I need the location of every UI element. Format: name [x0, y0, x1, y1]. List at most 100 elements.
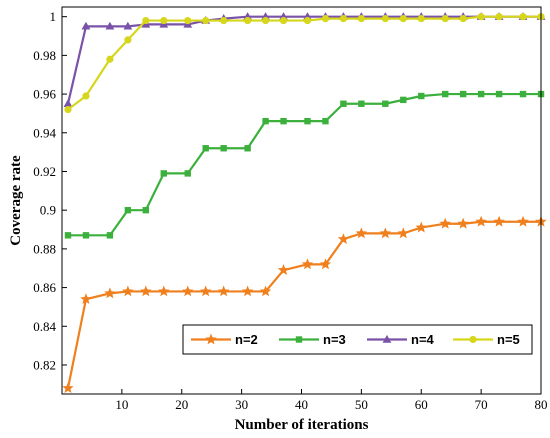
square-marker [280, 117, 287, 125]
circle-marker [124, 36, 132, 44]
x-tick-label: 10 [115, 397, 128, 412]
star-marker [493, 215, 505, 227]
circle-marker [321, 15, 330, 23]
square-marker [82, 232, 90, 239]
triangle-marker [63, 99, 73, 107]
legend-item: n=3 [279, 332, 346, 347]
square-marker [106, 232, 114, 239]
y-tick-label: 0.82 [33, 357, 56, 372]
star-marker [355, 227, 368, 239]
circle-marker [357, 15, 365, 23]
legend: n=2 n=3 n=4 n=5 [182, 324, 533, 355]
square-marker [142, 206, 150, 214]
legend-label: n=3 [323, 332, 346, 347]
circle-marker [261, 16, 270, 25]
square-marker [418, 92, 425, 100]
star-marker [199, 285, 212, 297]
legend-item: n=2 [191, 332, 258, 347]
circle-marker [303, 16, 312, 25]
star-marker [301, 258, 314, 270]
x-tick-label: 30 [235, 397, 248, 412]
circle-marker [459, 15, 467, 23]
circle-marker [160, 16, 168, 25]
star-marker [337, 233, 350, 245]
square-marker [495, 90, 503, 98]
square-marker [220, 145, 227, 152]
square-marker [304, 117, 311, 125]
square-marker [124, 206, 132, 214]
circle-marker [519, 13, 527, 21]
circle-marker [142, 16, 150, 25]
triangle-marker [81, 21, 91, 30]
series-n-3 [64, 90, 545, 239]
circle-marker [184, 16, 192, 25]
star-marker [277, 264, 290, 276]
plot-marks [62, 12, 547, 394]
star-marker [182, 285, 194, 297]
y-tick-label: 0.98 [33, 48, 56, 63]
star-marker [62, 382, 74, 394]
legend-item: n=5 [453, 332, 520, 347]
y-tick-label: 0.9 [40, 203, 56, 218]
star-marker [122, 285, 134, 297]
square-marker [519, 90, 527, 98]
legend-item: n=4 [367, 332, 435, 347]
circle-marker [339, 15, 348, 23]
square-marker [400, 96, 407, 104]
circle-marker [441, 15, 449, 23]
x-tick-label: 60 [415, 397, 428, 412]
circle-marker [279, 16, 288, 25]
legend-label: n=4 [411, 332, 435, 347]
star-marker [241, 285, 254, 297]
y-tick-label: 1 [50, 9, 57, 24]
circle-marker [202, 16, 210, 25]
y-tick-label: 0.96 [33, 87, 56, 102]
x-tick-label: 20 [175, 397, 188, 412]
square-marker [459, 90, 467, 98]
square-marker [202, 145, 209, 152]
circle-marker [244, 16, 252, 25]
series-n-2 [62, 215, 547, 394]
series-n-5 [64, 13, 545, 114]
circle-marker [417, 15, 425, 23]
y-tick-label: 0.94 [33, 125, 56, 140]
star-marker [205, 333, 217, 345]
star-marker [140, 285, 152, 297]
star-marker [517, 215, 529, 227]
square-marker [160, 170, 167, 177]
star-marker [379, 227, 392, 239]
circle-marker [399, 15, 407, 23]
star-marker [217, 285, 230, 297]
star-marker [397, 227, 409, 239]
star-marker [475, 215, 487, 227]
star-marker [457, 217, 469, 229]
square-marker [442, 90, 449, 98]
y-tick-label: 0.86 [33, 280, 56, 295]
square-marker [382, 100, 389, 107]
square-marker [322, 117, 329, 125]
square-marker [184, 170, 191, 177]
square-marker [244, 145, 251, 152]
x-tick-label: 40 [295, 397, 308, 412]
square-marker [295, 336, 303, 343]
square-marker [340, 100, 347, 107]
y-tick-label: 0.92 [33, 164, 56, 179]
triangle-marker [105, 21, 115, 30]
triangle-marker [123, 21, 133, 30]
circle-marker [64, 105, 72, 114]
circle-marker [220, 16, 228, 25]
triangle-marker [382, 334, 392, 343]
star-marker [319, 258, 332, 270]
legend-label: n=5 [497, 332, 520, 347]
star-marker [80, 293, 92, 305]
x-tick-label: 70 [475, 397, 488, 412]
y-axis-label: Coverage rate [8, 155, 24, 246]
square-marker [64, 232, 72, 239]
y-tick-label: 0.88 [33, 241, 56, 256]
star-marker [104, 287, 116, 299]
circle-marker [82, 92, 90, 100]
circle-marker [469, 335, 477, 344]
star-marker [158, 285, 170, 297]
